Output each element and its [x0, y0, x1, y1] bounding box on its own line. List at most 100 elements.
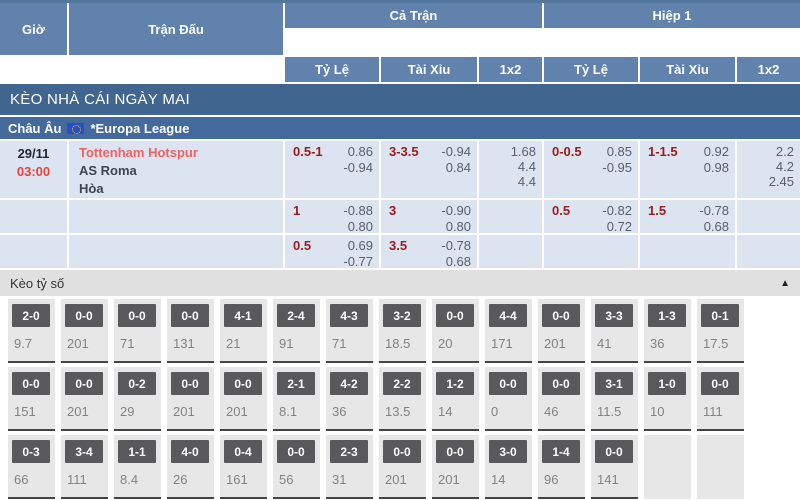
score-odds-cell[interactable]: 1-1 8.4 [114, 435, 161, 499]
ft-handicap-odds-2[interactable]: 1 -0.88 0.80 [285, 200, 379, 234]
score-odds-cell[interactable]: 2-3 31 [326, 435, 373, 499]
score-odds-cell[interactable]: 3-2 18.5 [379, 299, 426, 363]
h1-handicap-odds-2[interactable]: 0.5 -0.82 0.72 [544, 200, 638, 234]
odds-value[interactable]: -0.82 [602, 203, 632, 218]
ft-1x2-odds[interactable]: 1.68 4.4 4.4 [479, 141, 542, 198]
score-odds-cell[interactable]: 3-3 41 [591, 299, 638, 363]
score-odds-cell[interactable]: 1-2 14 [432, 367, 479, 431]
score-label: 0-0 [12, 372, 50, 395]
h1-total-odds-2[interactable]: 1.5 -0.78 0.68 [640, 200, 735, 234]
league-region: Châu Âu [8, 120, 62, 136]
ft-1x2-home[interactable]: 1.68 [510, 144, 536, 159]
odds-value[interactable]: 0.80 [347, 219, 373, 234]
score-odds-cell[interactable]: 4-1 21 [220, 299, 267, 363]
collapse-arrow-icon[interactable]: ▲ [780, 277, 790, 289]
odds-value[interactable]: -0.90 [441, 203, 471, 218]
odds-value[interactable]: 0.69 [347, 238, 373, 253]
odds-value[interactable]: 0.68 [703, 219, 729, 234]
score-odds-cell[interactable]: 3-4 111 [61, 435, 108, 499]
score-odds-cell[interactable]: 4-3 71 [326, 299, 373, 363]
score-odds-cell[interactable]: 0-1 17.5 [697, 299, 744, 363]
score-odds-cell[interactable]: 4-4 171 [485, 299, 532, 363]
score-label: 1-2 [436, 372, 474, 395]
score-odds-cell[interactable]: 3-0 14 [485, 435, 532, 499]
score-odds-cell[interactable]: 0-0 201 [167, 367, 214, 431]
eu-flag-icon [67, 122, 85, 134]
score-odds-cell[interactable]: 0-0 201 [379, 435, 426, 499]
score-odds-cell[interactable]: 0-0 151 [8, 367, 55, 431]
odds-value[interactable]: 0.68 [445, 254, 471, 269]
score-odds-cell[interactable]: 4-0 26 [167, 435, 214, 499]
score-odds-cell[interactable]: 1-3 36 [644, 299, 691, 363]
score-odds-cell[interactable]: 1-4 96 [538, 435, 585, 499]
score-odds-cell[interactable]: 0-0 201 [220, 367, 267, 431]
odds-table-header: Giờ Trận Đấu Cả Trận Hiệp 1 [0, 3, 800, 55]
score-odds-cell[interactable]: 0-3 66 [8, 435, 55, 499]
score-label: 0-0 [171, 372, 209, 395]
score-section-header[interactable]: Kèo tỷ số ▲ [0, 270, 800, 296]
h1-1x2-home[interactable]: 2.2 [775, 144, 794, 159]
score-odds-cell[interactable]: 2-1 8.1 [273, 367, 320, 431]
score-odds-cell[interactable]: 0-0 0 [485, 367, 532, 431]
h1-under-odds[interactable]: 0.98 [703, 160, 729, 175]
h1-1x2-odds[interactable]: 2.2 4.2 2.45 [737, 141, 800, 198]
score-odds-cell[interactable]: 4-2 36 [326, 367, 373, 431]
score-odds-cell[interactable]: 0-0 201 [538, 299, 585, 363]
ft-1x2-away[interactable]: 4.4 [517, 174, 536, 189]
score-odds-cell[interactable]: 0-0 20 [432, 299, 479, 363]
h1-handicap-home-odds[interactable]: 0.85 [606, 144, 632, 159]
score-odds-cell[interactable]: 1-0 10 [644, 367, 691, 431]
ft-total-odds-2[interactable]: 3 -0.90 0.80 [381, 200, 477, 234]
score-odds-cell[interactable]: 0-0 111 [697, 367, 744, 431]
away-team[interactable]: AS Roma [79, 163, 137, 178]
odds-value[interactable]: 0.72 [606, 219, 632, 234]
score-odds-cell[interactable]: 2-2 13.5 [379, 367, 426, 431]
score-odds-cell[interactable] [644, 435, 691, 499]
h1-total-odds[interactable]: 1-1.5 0.92 0.98 [640, 141, 735, 198]
ft-handicap-away-odds[interactable]: -0.94 [343, 160, 373, 175]
score-odds-cell[interactable]: 0-0 131 [167, 299, 214, 363]
h1-total-line: 1-1.5 [648, 144, 678, 159]
odds-value[interactable]: -0.77 [343, 254, 373, 269]
h1-1x2-draw[interactable]: 4.2 [775, 159, 794, 174]
score-label: 4-2 [330, 372, 368, 395]
h1-over-odds[interactable]: 0.92 [703, 144, 729, 159]
ft-handicap-odds[interactable]: 0.5-1 0.86 -0.94 [285, 141, 379, 198]
ft-handicap-odds-3[interactable]: 0.5 0.69 -0.77 [285, 235, 379, 269]
score-label: 2-1 [277, 372, 315, 395]
score-odds-cell[interactable]: 0-0 71 [114, 299, 161, 363]
score-odds-cell[interactable]: 0-0 201 [61, 367, 108, 431]
score-odds-cell[interactable]: 0-0 56 [273, 435, 320, 499]
score-odds-cell[interactable]: 3-1 11.5 [591, 367, 638, 431]
score-label: 3-2 [383, 304, 421, 327]
ft-over-odds[interactable]: -0.94 [441, 144, 471, 159]
score-odds-cell[interactable]: 0-4 161 [220, 435, 267, 499]
score-odds-value: 0 [491, 404, 499, 419]
score-odds-cell[interactable]: 0-0 201 [61, 299, 108, 363]
score-odds-cell[interactable]: 0-0 46 [538, 367, 585, 431]
home-team[interactable]: Tottenham Hotspur [79, 145, 198, 160]
score-label: 4-1 [224, 304, 262, 327]
h1-handicap-odds[interactable]: 0-0.5 0.85 -0.95 [544, 141, 638, 198]
ft-1x2-draw[interactable]: 4.4 [517, 159, 536, 174]
league-row[interactable]: Châu Âu *Europa League [0, 117, 800, 139]
ft-total-odds[interactable]: 3-3.5 -0.94 0.84 [381, 141, 477, 198]
h1-handicap-away-odds[interactable]: -0.95 [602, 160, 632, 175]
score-odds-value: 36 [332, 404, 347, 419]
ft-under-odds[interactable]: 0.84 [445, 160, 471, 175]
ft-handicap-home-odds[interactable]: 0.86 [347, 144, 373, 159]
score-odds-cell[interactable]: 2-4 91 [273, 299, 320, 363]
score-odds-cell[interactable]: 0-0 201 [432, 435, 479, 499]
score-odds-cell[interactable] [697, 435, 744, 499]
odds-value[interactable]: -0.88 [343, 203, 373, 218]
score-odds-cell[interactable]: 0-0 141 [591, 435, 638, 499]
odds-value[interactable]: 0.80 [445, 219, 471, 234]
ft-total-odds-3[interactable]: 3.5 -0.78 0.68 [381, 235, 477, 269]
odds-value[interactable]: -0.78 [441, 238, 471, 253]
score-odds-cell[interactable]: 0-2 29 [114, 367, 161, 431]
score-odds-cell[interactable]: 2-0 9.7 [8, 299, 55, 363]
h1-1x2-away[interactable]: 2.45 [768, 174, 794, 189]
odds-value[interactable]: -0.78 [699, 203, 729, 218]
score-label: 1-0 [648, 372, 686, 395]
match-teams[interactable]: Tottenham Hotspur AS Roma Hòa [69, 141, 283, 198]
